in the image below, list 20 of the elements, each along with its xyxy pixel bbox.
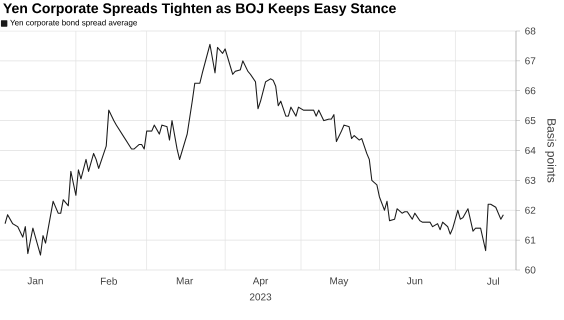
x-tick-label: Apr (252, 277, 268, 286)
x-tick-label: May (330, 277, 348, 286)
y-axis-title: Basis points (544, 119, 556, 182)
legend-label: Yen corporate bond spread average (10, 20, 137, 28)
x-tick-label: Jul (486, 277, 499, 285)
x-tick-label: Mar (176, 277, 194, 284)
text: 2023 (250, 293, 272, 300)
y-tick-label: 62 (525, 206, 536, 214)
x-tick-label: Jan (28, 277, 43, 284)
chart-title: Yen Corporate Spreads Tighten as BOJ Keeps Easy Stance (3, 2, 396, 16)
x-tick-label: Jun (406, 277, 422, 284)
y-tick-label: 66 (525, 87, 536, 94)
y-tick-label: 60 (525, 266, 536, 274)
x-tick-label: Feb (100, 277, 117, 285)
y-tick-label: 61 (525, 236, 536, 244)
y-tick-label: 63 (525, 176, 536, 184)
y-tick-label: 67 (525, 57, 536, 64)
y-tick-label: 64 (525, 146, 536, 154)
y-tick-label: 65 (525, 117, 536, 124)
y-tick-label: 68 (525, 27, 536, 35)
